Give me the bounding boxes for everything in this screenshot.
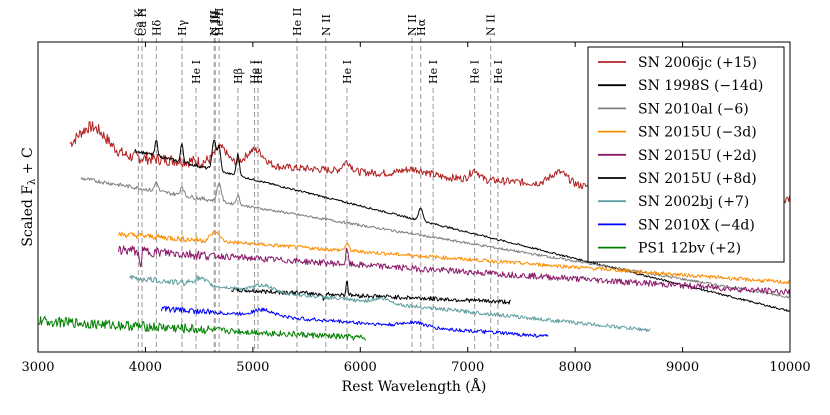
legend-label: SN 2015U (+2d): [638, 148, 757, 164]
spectrum-series-5: [230, 280, 512, 305]
x-tick-label: 8000: [559, 360, 592, 375]
x-tick-label: 6000: [344, 360, 377, 375]
x-axis-label: Rest Wavelength (Å): [342, 377, 487, 395]
line-id-label: He I: [469, 60, 482, 84]
line-id-label: Ca H: [136, 8, 149, 36]
spectrum-series-8: [38, 316, 366, 341]
legend-label: SN 2006jc (+15): [638, 55, 757, 71]
line-id-label: Hδ: [150, 19, 163, 36]
spectrum-series-3: [118, 230, 790, 285]
legend-label: SN 2015U (−3d): [638, 125, 757, 141]
line-id-label: He II: [213, 8, 226, 36]
line-id-label: Hβ: [232, 68, 245, 84]
x-tick-label: 5000: [236, 360, 269, 375]
line-id-label: Hγ: [176, 19, 189, 36]
x-tick-label: 3000: [21, 360, 54, 375]
spectra-series: [38, 121, 791, 341]
line-id-label: N II: [406, 14, 419, 36]
line-id-label: N III: [208, 10, 221, 36]
line-id-label: Ca K: [132, 9, 145, 36]
x-tick-label: 10000: [769, 360, 810, 375]
x-tick-label: 9000: [666, 360, 699, 375]
line-id-label: Hα: [415, 18, 428, 36]
line-id-label: He II: [291, 8, 304, 36]
legend-items: SN 2006jc (+15) SN 1998S (−14d) SN 2010al …: [598, 55, 763, 257]
legend-label: SN 2015U (+8d): [638, 171, 757, 187]
spectrum-series-6: [129, 274, 651, 333]
spectrum-series-4: [118, 245, 791, 296]
line-id-label: He I: [341, 60, 354, 84]
line-id-label: He I: [492, 60, 505, 84]
legend-label: SN 2010al (−6): [638, 101, 749, 117]
x-axis-ticks: 3000 4000 5000 6000 7000 8000 9000 10000: [21, 42, 811, 375]
plot-frame: [37, 41, 791, 353]
legend-label: SN 2010X (−4d): [638, 217, 755, 233]
line-id-label: N II: [320, 14, 333, 36]
x-tick-label: 4000: [129, 360, 162, 375]
spectrum-series-2: [80, 177, 790, 299]
spectrum-series-7: [161, 305, 549, 338]
legend-label: PS1 12bv (+2): [638, 241, 741, 257]
line-id-label: He I: [252, 60, 265, 84]
line-id-label: N II: [485, 14, 498, 36]
line-id-label: C III: [209, 11, 222, 36]
y-axis-label: Scaled Fλ + C: [20, 147, 38, 246]
line-id-label: He I: [249, 60, 262, 84]
legend-label: SN 2002bj (+7): [638, 194, 749, 210]
legend-label: SN 1998S (−14d): [638, 78, 763, 94]
line-id-label: He I: [190, 60, 203, 84]
x-tick-label: 7000: [451, 360, 484, 375]
line-id-label: He I: [427, 60, 440, 84]
legend: SN 2006jc (+15) SN 1998S (−14d) SN 2010al …: [587, 46, 785, 263]
